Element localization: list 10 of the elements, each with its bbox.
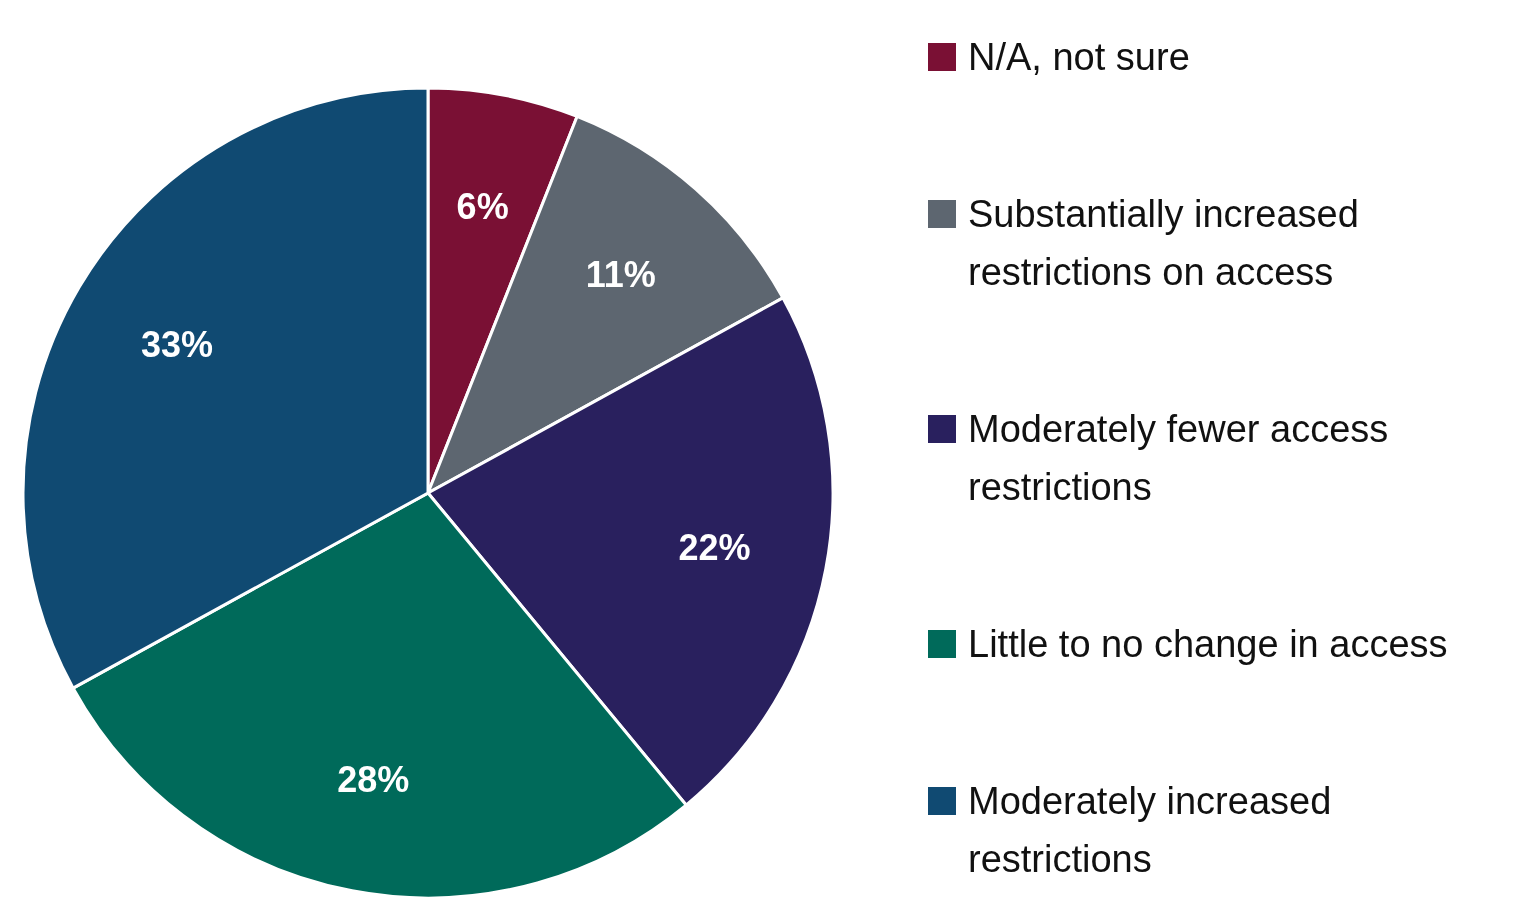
legend-label: Moderately increased restrictions [968,779,1333,882]
legend-label: N/A, not sure [968,35,1191,80]
data-label: 33% [140,324,214,366]
legend-label: Substantially increased restrictions on access [968,192,1360,295]
data-label: 28% [337,758,410,800]
legend-label: Moderately fewer access restrictions [968,407,1390,510]
data-label: 22% [678,527,751,569]
data-label: 6% [456,186,509,228]
data-label: 11% [585,253,656,295]
legend-label: Little to no change in access [968,622,1449,667]
